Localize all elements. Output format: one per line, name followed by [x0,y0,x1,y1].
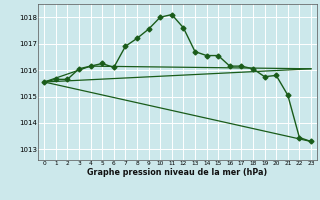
X-axis label: Graphe pression niveau de la mer (hPa): Graphe pression niveau de la mer (hPa) [87,168,268,177]
